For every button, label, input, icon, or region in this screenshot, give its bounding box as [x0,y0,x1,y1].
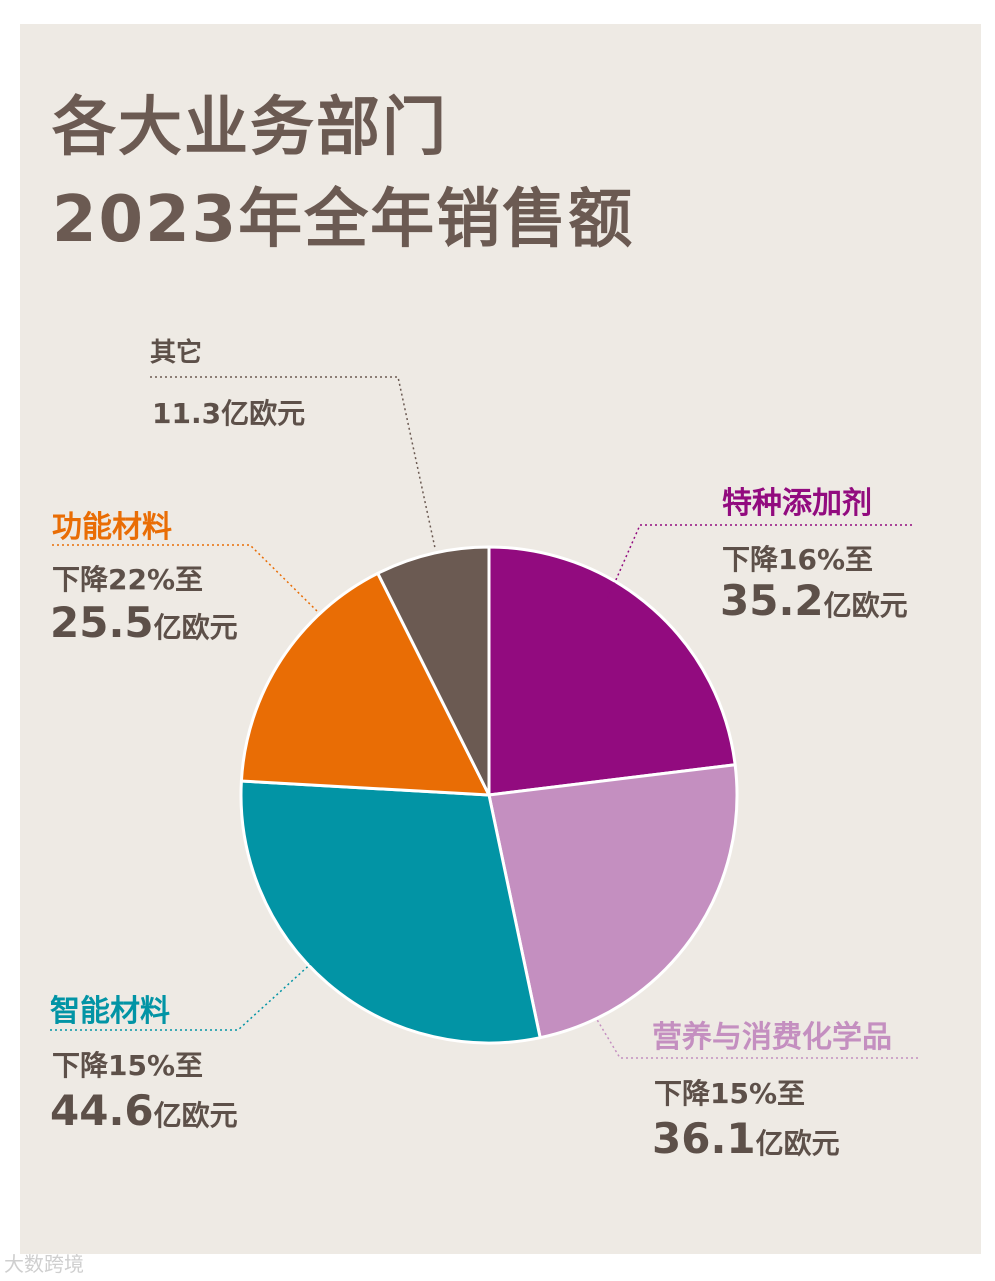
label-nutrition-care-value: 36.1亿欧元 [652,1114,840,1163]
slice-performance-materials [239,571,491,797]
slice-specialty-additives [487,545,737,797]
label-specialty-additives-name: 特种添加剂 [722,486,872,521]
label-nutrition-care-name: 营养与消费化学品 [652,1020,892,1055]
leader-performance-materials [52,544,319,613]
value-number: 25.5 [50,598,154,647]
label-smart-materials-value: 44.6亿欧元 [50,1086,238,1135]
label-performance-materials-desc: 下降22%至 [52,563,204,596]
label-specialty-additives-desc: 下降16%至 [722,543,874,576]
slice-other [376,545,491,797]
value-number: 44.6 [50,1086,154,1135]
label-other-name: 其它 [150,338,203,368]
slice-smart-materials [239,779,542,1045]
value-unit: 亿欧元 [823,589,908,622]
leader-specialty-additives [607,524,912,599]
slice-nutrition-care [487,763,739,1040]
label-performance-materials-value: 25.5亿欧元 [50,598,238,647]
label-other-value: 11.3亿欧元 [152,397,306,430]
label-smart-materials-name: 智能材料 [50,994,170,1029]
value-number: 36.1 [652,1114,756,1163]
label-smart-materials-desc: 下降15%至 [52,1049,204,1082]
value-unit: 亿欧元 [153,1099,238,1132]
label-performance-materials-name: 功能材料 [52,510,172,545]
title-line-1: 各大业务部门 [52,91,448,165]
chart-title: 各大业务部门 2023年全年销售额 [52,82,634,266]
watermark: 大数跨境 [4,1252,84,1276]
label-nutrition-care-desc: 下降15%至 [654,1077,806,1110]
value-unit: 亿欧元 [153,611,238,644]
label-specialty-additives-value: 35.2亿欧元 [720,576,908,625]
value-unit: 亿欧元 [755,1127,840,1160]
value-number: 35.2 [720,576,824,625]
title-line-2: 2023年全年销售额 [52,183,635,257]
